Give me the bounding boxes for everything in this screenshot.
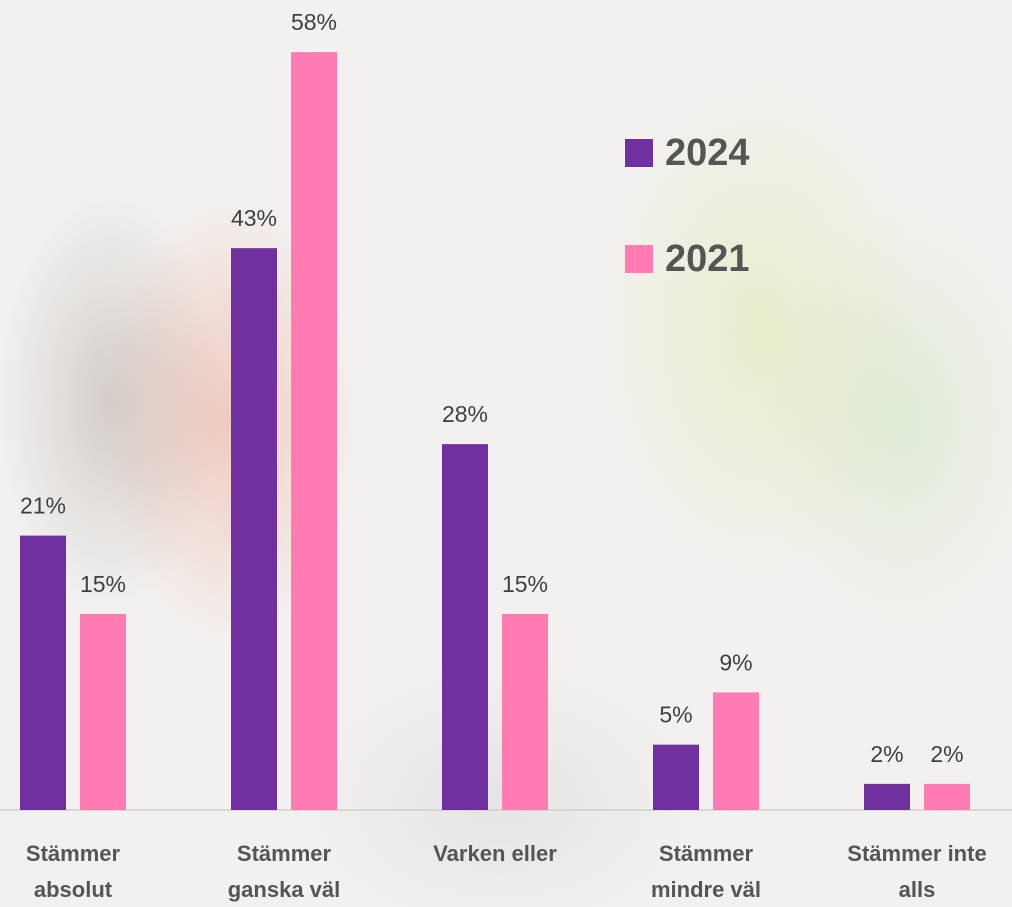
x-tick-label: Stämmer inte alls (837, 836, 997, 907)
value-label: 21% (20, 493, 66, 519)
x-tick-label: Stämmer absolut (0, 836, 153, 907)
plot: 21% 15% 43% 58% 28% 15% 5% 9% 2% 2% 2024 2021 (0, 0, 1012, 907)
bar (864, 784, 910, 810)
x-tick-label: Stämmer mindre väl (626, 836, 786, 907)
bar (80, 614, 126, 810)
x-tick-label: Stämmer ganska väl (204, 836, 364, 907)
value-label: 28% (442, 401, 488, 427)
value-label: 15% (80, 571, 126, 597)
bar (291, 52, 337, 810)
value-label: 58% (291, 9, 337, 35)
bar (442, 444, 488, 810)
bar (502, 614, 548, 810)
bar (20, 536, 66, 810)
bar (713, 692, 759, 810)
value-label: 2% (930, 741, 963, 767)
value-label: 15% (502, 571, 548, 597)
value-label: 2% (870, 741, 903, 767)
legend-label: 2024 (665, 132, 750, 174)
value-label: 43% (231, 205, 277, 231)
bar (924, 784, 970, 810)
value-label: 5% (659, 702, 692, 728)
chart: 21% 15% 43% 58% 28% 15% 5% 9% 2% 2% 2024 2021 Stämm… (0, 0, 1012, 907)
x-tick-label: Varken eller (415, 836, 575, 872)
value-label: 9% (719, 649, 752, 675)
legend-swatch (625, 245, 653, 273)
legend-label: 2021 (665, 238, 750, 280)
legend-swatch (625, 139, 653, 167)
bar (231, 248, 277, 810)
bar (653, 745, 699, 810)
